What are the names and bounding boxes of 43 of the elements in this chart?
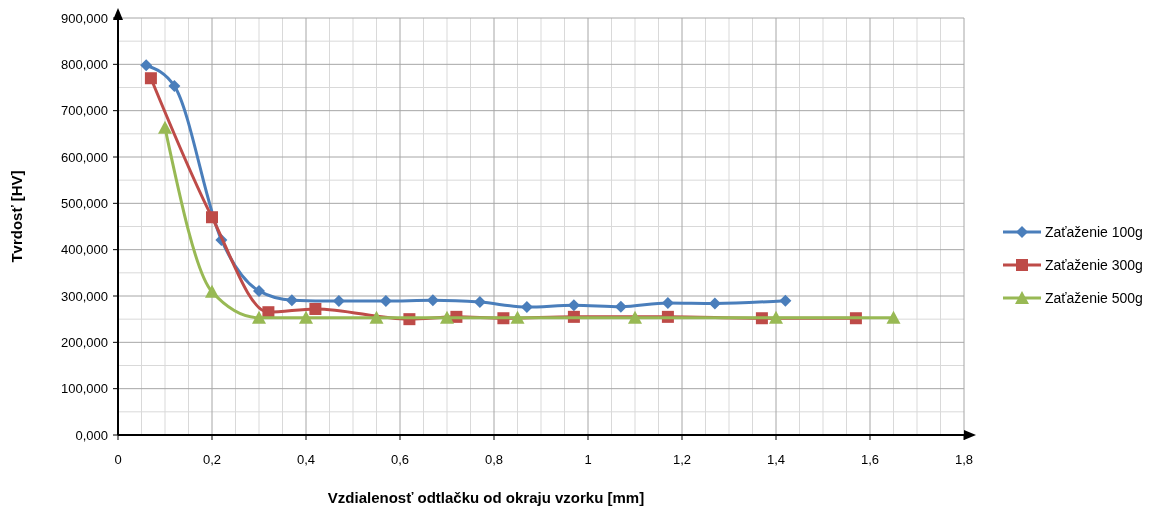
point bbox=[769, 310, 783, 324]
x-tick-label: 1,8 bbox=[954, 452, 974, 467]
point bbox=[168, 80, 181, 93]
point bbox=[628, 310, 642, 324]
x-tick-label: 0 bbox=[114, 452, 122, 467]
point bbox=[144, 72, 157, 85]
point bbox=[206, 211, 218, 224]
y-tick-label: 0,000 bbox=[75, 427, 108, 443]
y-tick-label: 600,000 bbox=[61, 149, 108, 165]
x-tick-label: 1,4 bbox=[766, 452, 786, 467]
y-tick-label: 500,000 bbox=[61, 195, 108, 211]
point bbox=[253, 284, 265, 297]
legend-label: Zaťaženie 300g bbox=[1045, 257, 1143, 273]
x-tick-label: 1 bbox=[584, 452, 592, 467]
y-tick-label: 100,000 bbox=[61, 381, 108, 397]
point bbox=[205, 284, 219, 298]
point bbox=[369, 310, 384, 324]
x-tick-label: 0,4 bbox=[296, 452, 316, 467]
point bbox=[886, 310, 901, 324]
point bbox=[440, 310, 454, 324]
x-axis-title: Vzdialenosť odtlačku od okraju vzorku [mm] bbox=[327, 489, 645, 506]
y-axis-title: Tvrdosť [HV] bbox=[8, 170, 25, 263]
x-tick-label: 0,8 bbox=[484, 452, 504, 467]
point bbox=[252, 310, 266, 324]
point bbox=[779, 294, 792, 307]
point bbox=[299, 310, 313, 324]
y-tick-label: 400,000 bbox=[61, 242, 108, 258]
x-tick-label: 1,6 bbox=[860, 452, 880, 467]
y-tick-label: 900,000 bbox=[61, 10, 108, 26]
x-tick-label: 0,6 bbox=[390, 452, 410, 467]
point bbox=[285, 294, 298, 307]
point bbox=[140, 59, 153, 72]
legend-label: Zaťaženie 500g bbox=[1045, 290, 1143, 306]
point bbox=[158, 120, 172, 134]
legend-label: Zaťaženie 100g bbox=[1045, 224, 1143, 240]
y-tick-label: 300,000 bbox=[61, 288, 108, 304]
y-tick-label: 700,000 bbox=[61, 103, 108, 119]
point bbox=[510, 310, 525, 324]
x-tick-label: 1,2 bbox=[672, 452, 692, 467]
y-tick-label: 800,000 bbox=[61, 56, 108, 72]
y-tick-label: 200,000 bbox=[61, 334, 108, 350]
point bbox=[309, 302, 322, 315]
x-tick-label: 0,2 bbox=[202, 452, 222, 467]
